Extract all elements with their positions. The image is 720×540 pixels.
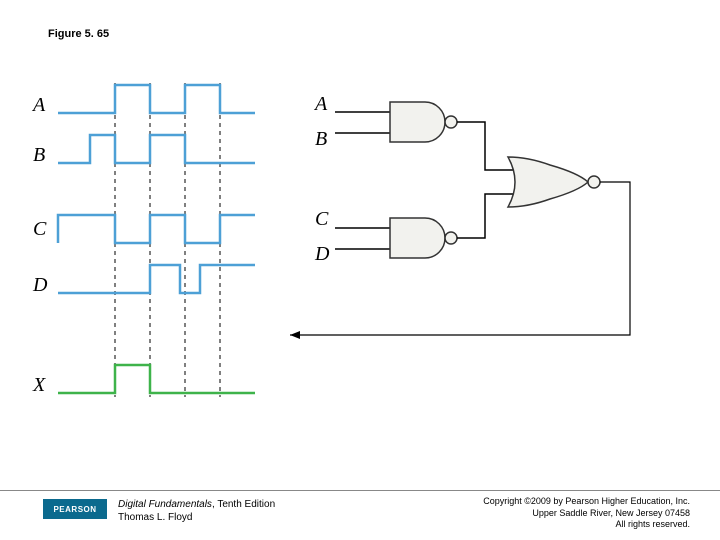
publisher-logo: PEARSON: [43, 499, 107, 519]
circuit-label-c: C: [315, 208, 329, 230]
wire: [457, 122, 513, 170]
bubble-icon: [588, 176, 600, 188]
signal-label-a: A: [31, 94, 46, 116]
logic-circuit: A B C D: [290, 93, 630, 339]
book-info: Digital Fundamentals, Tenth Edition Thom…: [118, 498, 275, 524]
circuit-label-a: A: [313, 93, 328, 115]
figure-title: Figure 5. 65: [48, 28, 109, 40]
signal-label-d: D: [32, 274, 48, 296]
signal-label-b: B: [33, 144, 45, 166]
nand-gate-2: [390, 218, 445, 258]
waveform-a: [58, 85, 255, 113]
copyright-line: All rights reserved.: [615, 519, 690, 529]
signal-label-c: C: [33, 218, 47, 240]
nor-gate: [508, 157, 588, 207]
edition-text: , Tenth Edition: [212, 499, 275, 510]
copyright-block: Copyright ©2009 by Pearson Higher Educat…: [483, 496, 690, 531]
book-title: Digital Fundamentals: [118, 499, 212, 510]
circuit-label-d: D: [314, 243, 330, 265]
timing-diagram: A B C D X: [31, 83, 255, 397]
arrow-head-icon: [290, 331, 300, 339]
output-wire: [290, 182, 630, 335]
waveform-b: [58, 135, 255, 163]
author-name: Thomas L. Floyd: [118, 512, 192, 523]
copyright-line: Copyright ©2009 by Pearson Higher Educat…: [483, 496, 690, 506]
bubble-icon: [445, 232, 457, 244]
waveform-d: [58, 265, 255, 293]
footer: PEARSON Digital Fundamentals, Tenth Edit…: [0, 490, 720, 540]
waveform-x: [58, 365, 255, 393]
nand-gate-1: [390, 102, 445, 142]
wire: [457, 194, 513, 238]
copyright-line: Upper Saddle River, New Jersey 07458: [532, 508, 690, 518]
circuit-label-b: B: [315, 128, 327, 150]
waveform-c: [58, 215, 255, 243]
signal-label-x: X: [32, 374, 46, 396]
diagram: A B C D X A B C D: [30, 75, 690, 455]
bubble-icon: [445, 116, 457, 128]
